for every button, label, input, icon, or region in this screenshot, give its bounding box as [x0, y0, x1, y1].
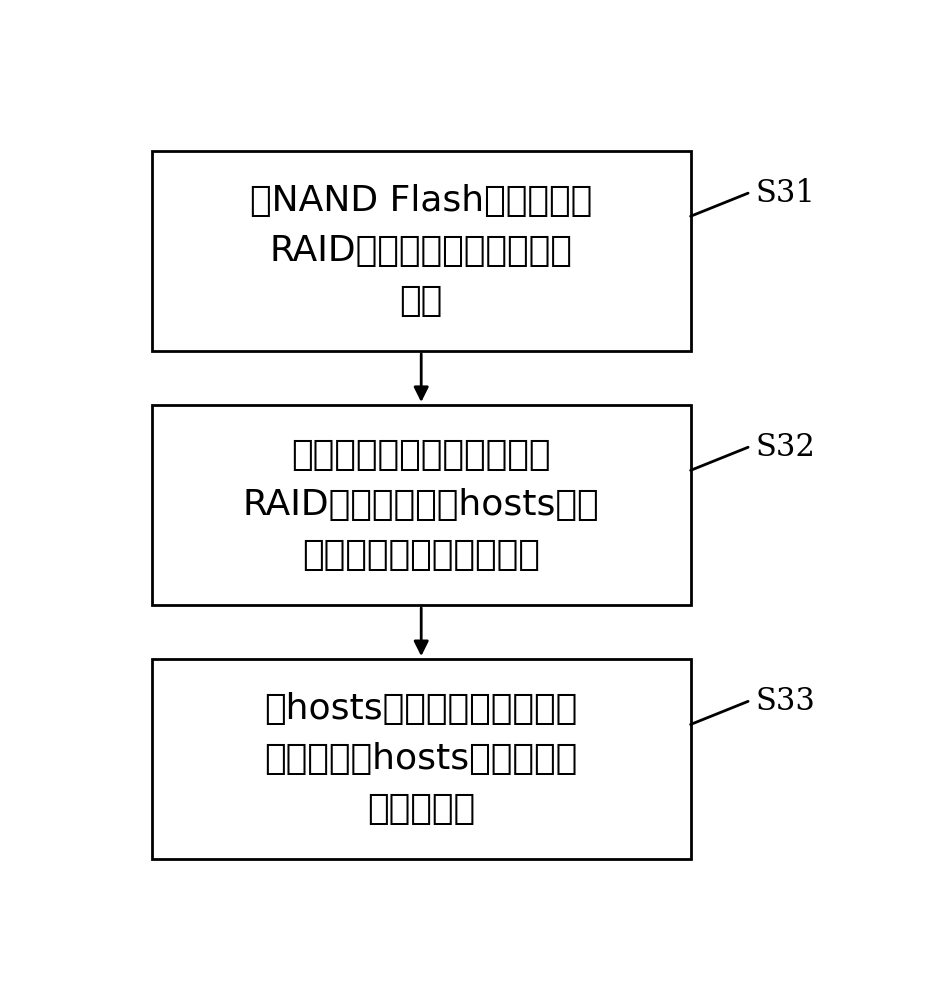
Text: S31: S31 — [756, 178, 815, 209]
Text: S32: S32 — [756, 432, 815, 463]
Bar — [152, 659, 691, 859]
Text: S33: S33 — [756, 686, 815, 717]
Text: 若写操作失败，则依次检查
RAID条带中的所有hosts写请
求的重写标记是否被置位: 若写操作失败，则依次检查 RAID条带中的所有hosts写请 求的重写标记是否被… — [243, 438, 600, 572]
Bar — [152, 151, 691, 351]
Bar — [152, 405, 691, 605]
Text: 当NAND Flash接收到目标
RAID条带写请求，则执行写
操作: 当NAND Flash接收到目标 RAID条带写请求，则执行写 操作 — [250, 184, 592, 318]
Text: 若hosts写请求的重写标记被
置位，则将hosts写请求的对
应数据丢弃: 若hosts写请求的重写标记被 置位，则将hosts写请求的对 应数据丢弃 — [264, 692, 578, 826]
